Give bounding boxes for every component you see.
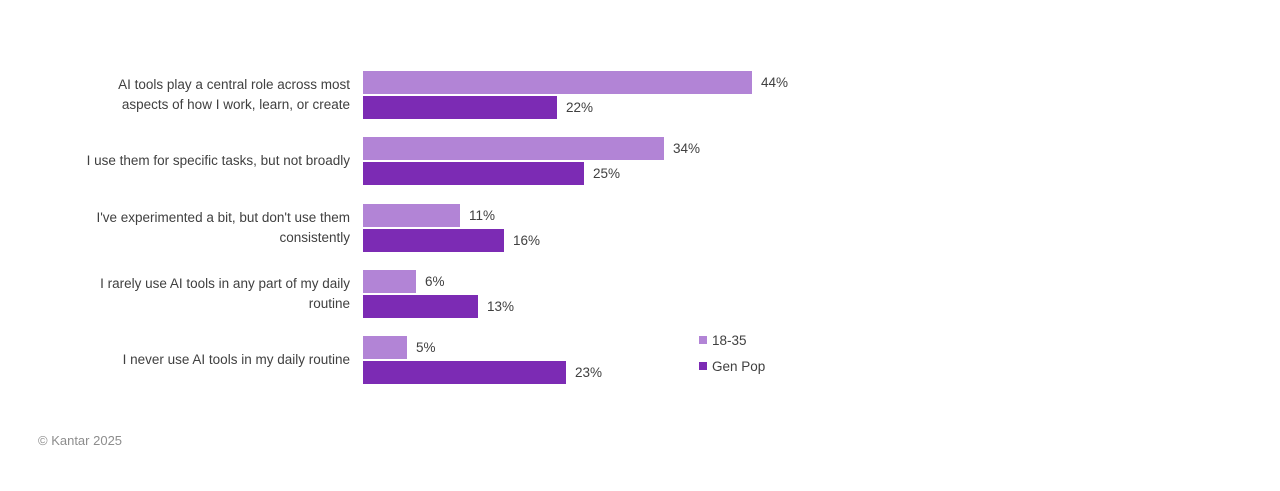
- value-label: 6%: [425, 274, 445, 289]
- category-label-line: I never use AI tools in my daily routine: [122, 352, 350, 367]
- category-label: I use them for specific tasks, but not b…: [0, 137, 350, 185]
- category-label: I rarely use AI tools in any part of my …: [0, 270, 350, 318]
- bar-18-35: [363, 336, 407, 359]
- value-label: 22%: [566, 100, 594, 115]
- value-label: 23%: [575, 365, 603, 380]
- value-label: 34%: [673, 141, 701, 156]
- category-label-line: routine: [308, 296, 350, 311]
- category-label-line: aspects of how I work, learn, or create: [121, 97, 350, 112]
- legend-item-gen-pop: Gen Pop: [699, 357, 765, 375]
- value-label: 5%: [416, 340, 436, 355]
- category-label-line: AI tools play a central role across most: [118, 77, 350, 92]
- value-label: 16%: [513, 233, 541, 248]
- legend-label-18-35: 18-35: [712, 332, 747, 348]
- bar-gen-pop: [363, 229, 504, 252]
- bar-gen-pop: [363, 295, 478, 318]
- bar-18-35: [363, 71, 752, 94]
- bar-18-35: [363, 137, 664, 160]
- category-label: AI tools play a central role across most…: [0, 71, 350, 119]
- bar-18-35: [363, 270, 416, 293]
- bar-18-35: [363, 204, 460, 227]
- category-label: I never use AI tools in my daily routine: [0, 336, 350, 384]
- bar-gen-pop: [363, 96, 557, 119]
- value-label: 44%: [761, 75, 789, 90]
- legend-swatch-18-35: [699, 336, 707, 344]
- bar-gen-pop: [363, 162, 584, 185]
- legend-swatch-gen-pop: [699, 362, 707, 370]
- copyright: © Kantar 2025: [38, 433, 123, 448]
- value-label: 13%: [487, 299, 515, 314]
- category-label-line: I've experimented a bit, but don't use t…: [96, 210, 350, 225]
- value-label: 25%: [593, 166, 621, 181]
- category-label-line: I use them for specific tasks, but not b…: [86, 153, 350, 168]
- bar-gen-pop: [363, 361, 566, 384]
- legend-item-18-35: 18-35: [699, 331, 765, 349]
- value-label: 11%: [469, 208, 496, 223]
- legend: 18-35 Gen Pop: [699, 331, 765, 375]
- category-label-line: consistently: [279, 230, 350, 245]
- category-label: I've experimented a bit, but don't use t…: [0, 204, 350, 252]
- category-label-line: I rarely use AI tools in any part of my …: [100, 276, 350, 291]
- legend-label-gen-pop: Gen Pop: [712, 358, 766, 374]
